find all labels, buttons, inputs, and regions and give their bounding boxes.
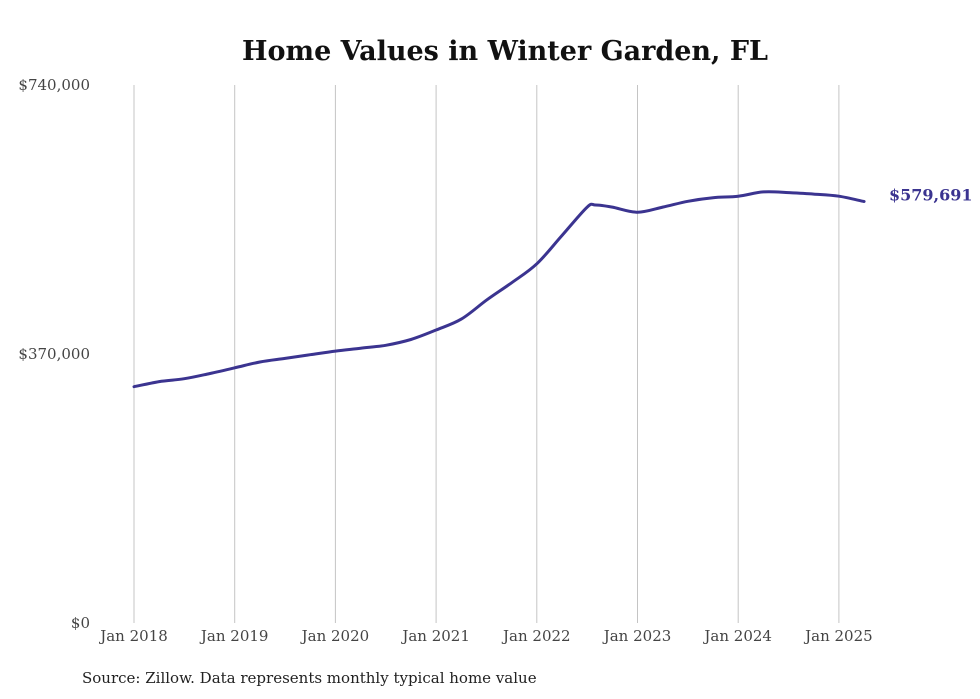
source-note: Source: Zillow. Data represents monthly …	[82, 669, 537, 687]
chart-title: Home Values in Winter Garden, FL	[242, 36, 768, 67]
x-tick-label: Jan 2024	[702, 627, 772, 645]
x-axis-ticks: Jan 2018 Jan 2019 Jan 2020 Jan 2021 Jan 2022…	[98, 627, 872, 645]
series-line	[132, 190, 866, 389]
x-tick-label: Jan 2019	[199, 627, 269, 645]
x-tick-label: Jan 2025	[803, 627, 873, 645]
x-tick-label: Jan 2022	[501, 627, 571, 645]
y-tick-label: $370,000	[18, 345, 90, 363]
grid-lines	[133, 85, 840, 623]
x-tick-label: Jan 2018	[98, 627, 168, 645]
x-tick-label: Jan 2023	[602, 627, 672, 645]
y-tick-label: $740,000	[18, 76, 90, 94]
end-value-label: $579,691	[889, 186, 973, 205]
x-tick-label: Jan 2021	[400, 627, 470, 645]
y-axis-ticks: $740,000 $370,000 $0	[18, 76, 90, 632]
y-tick-label: $0	[71, 614, 90, 632]
x-tick-label: Jan 2020	[300, 627, 370, 645]
